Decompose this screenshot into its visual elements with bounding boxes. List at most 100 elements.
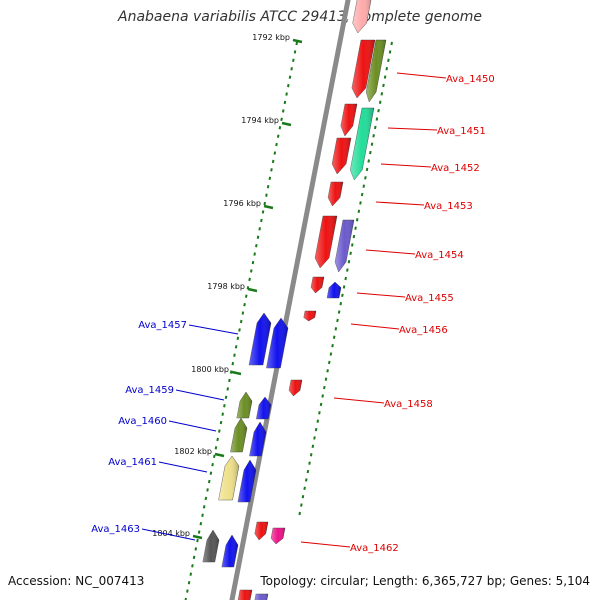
right-tick-dot [301, 495, 305, 499]
label-leader-line [333, 397, 385, 404]
right-tick-dot [349, 251, 352, 256]
ruler-major-tick [263, 204, 274, 210]
left-tick-dot [238, 328, 241, 332]
gene-Ava_1457-arrow-shade [249, 313, 271, 365]
left-tick-dot [290, 67, 293, 71]
label-leader-line [141, 528, 196, 541]
left-tick-dot [251, 260, 255, 265]
gene-label-Ava_1463[interactable]: Ava_1463 [91, 524, 140, 535]
right-tick-dot [331, 343, 334, 348]
label-leader-line [350, 323, 400, 330]
right-tick-dot [303, 486, 306, 491]
gene-label-Ava_1461[interactable]: Ava_1461 [108, 457, 157, 468]
left-tick-dot [292, 58, 295, 63]
gene-label-Ava_1460[interactable]: Ava_1460 [118, 416, 167, 427]
ruler-label: 1798 kbp [207, 282, 245, 291]
gene-Ava_1454-cog-shade [335, 220, 354, 272]
left-tick-dot [295, 41, 298, 46]
gene-Ava_1457-arrow-b-shade [266, 318, 288, 368]
right-tick-dot [316, 419, 320, 423]
ruler-label: 1796 kbp [223, 199, 261, 208]
right-tick-dot [321, 394, 324, 398]
left-tick-dot [191, 564, 194, 568]
right-tick-dot [329, 352, 333, 356]
right-tick-dot [344, 276, 347, 281]
gene-Ava_1450-arrow-shade [351, 40, 375, 98]
left-tick-dot [209, 471, 213, 475]
gene-label-Ava_1457[interactable]: Ava_1457 [138, 320, 187, 331]
right-tick-dot [324, 377, 328, 381]
right-tick-dot [354, 226, 357, 230]
right-tick-dot [375, 117, 379, 121]
gene-Ava_1455-arrow-shade [311, 277, 324, 293]
right-tick-dot [355, 218, 359, 222]
gene-label-Ava_1455[interactable]: Ava_1455 [405, 293, 454, 304]
left-tick-dot [214, 446, 218, 450]
gene-label-Ava_1451[interactable]: Ava_1451 [437, 126, 486, 137]
left-tick-dot [246, 286, 250, 290]
right-tick-dot [334, 327, 338, 331]
right-tick-dot [383, 75, 387, 79]
gene-label-Ava_1453[interactable]: Ava_1453 [424, 201, 473, 212]
left-tick-dot [271, 159, 275, 164]
right-tick-dot [346, 268, 349, 272]
left-tick-dot [234, 345, 238, 349]
left-tick-dot [206, 488, 209, 492]
gene-label-Ava_1459[interactable]: Ava_1459 [125, 385, 174, 396]
right-tick-dot [390, 41, 393, 46]
right-tick-dot [342, 285, 346, 289]
gene-Ava_1461-arrow-shade [237, 460, 256, 502]
left-tick-dot [263, 201, 267, 206]
gene-label-Ava_1452[interactable]: Ava_1452 [431, 163, 480, 174]
left-tick-dot [253, 252, 256, 256]
label-leader-line [158, 461, 208, 473]
left-tick-dot [255, 243, 258, 248]
right-tick-dot [378, 100, 382, 104]
right-tick-dot [336, 318, 339, 323]
gene-Ava_1452-arrow-shade [332, 138, 351, 174]
gene-label-Ava_1450[interactable]: Ava_1450 [446, 74, 495, 85]
right-tick-dot [377, 108, 380, 113]
gene-Ava_1453-arrow-shade [328, 182, 343, 206]
left-tick-dot [265, 193, 268, 197]
gene-features [202, 0, 387, 600]
left-tick-dot [223, 404, 226, 408]
left-tick-dot [266, 185, 270, 189]
right-tick-dot [337, 310, 341, 314]
gene-Ava_1451-arrow-shade [340, 104, 357, 136]
left-tick-dot [244, 294, 248, 298]
gene-Ava_1463-arrow-shade [221, 535, 238, 567]
right-tick-dot [306, 469, 310, 474]
left-tick-dot [293, 50, 297, 54]
right-tick-dot [341, 293, 344, 297]
right-tick-dot [385, 66, 389, 71]
gene-label-Ava_1462[interactable]: Ava_1462 [350, 543, 399, 554]
ruler-label: 1792 kbp [252, 33, 290, 42]
left-tick-dot [218, 429, 221, 433]
right-tick-dot [360, 192, 364, 197]
left-tick-dot [275, 142, 278, 147]
right-tick-dot [318, 411, 321, 415]
left-tick-dot [192, 555, 196, 560]
left-tick-dot [278, 126, 282, 130]
gene-Ava_1456-arrow-shade [303, 311, 316, 321]
gene-label-Ava_1456[interactable]: Ava_1456 [399, 325, 448, 336]
left-tick-dot [202, 505, 206, 509]
label-leader-line [188, 324, 239, 335]
label-leader-line [356, 292, 406, 298]
ruler-label: 1794 kbp [241, 116, 279, 125]
left-tick-dot [204, 496, 208, 501]
gene-Ava_1462-cog-shade [271, 528, 285, 544]
left-tick-dot [233, 353, 236, 357]
gene-label-Ava_1454[interactable]: Ava_1454 [415, 250, 464, 261]
left-tick-dot [276, 134, 280, 138]
right-tick-dot [319, 402, 323, 407]
gene-Ava_1455-cog-shade [327, 282, 341, 298]
left-tick-dot [213, 454, 216, 458]
gene-Ava_1459-arrow-shade [256, 397, 271, 419]
left-tick-dot [211, 463, 214, 467]
right-tick-dot [332, 335, 336, 339]
right-tick-dot [365, 167, 369, 172]
gene-label-Ava_1458[interactable]: Ava_1458 [384, 399, 433, 410]
